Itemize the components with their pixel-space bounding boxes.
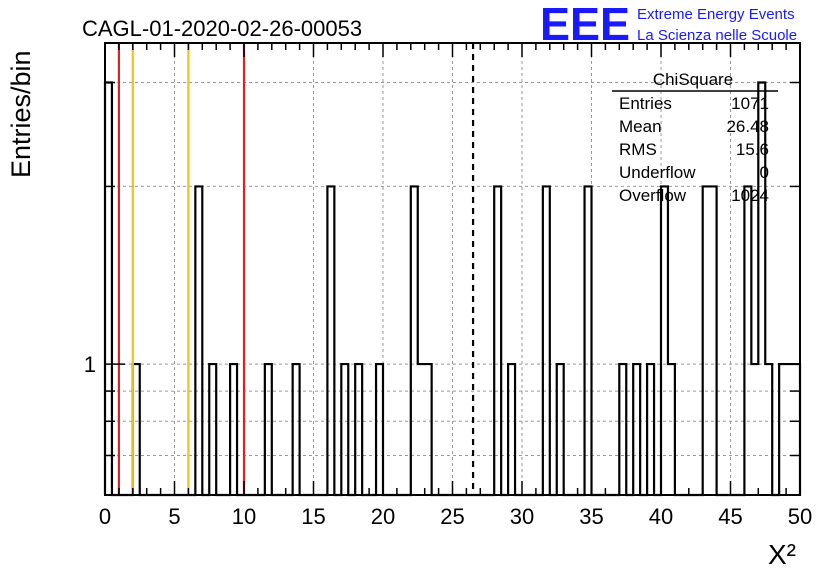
x-tick-label: 25 [440,504,464,529]
x-tick-label: 30 [510,504,534,529]
histogram-bin [341,364,348,495]
histogram-bin [508,364,515,495]
histogram-bin [265,364,272,495]
stats-title: ChiSquare [653,70,733,89]
stats-row-value: 0 [760,163,769,182]
histogram-bin [418,364,425,495]
y-tick-labels: 1 [84,352,96,377]
histogram-bin [793,364,800,495]
histogram-bin [425,364,432,495]
histogram-bin [209,364,216,495]
histogram-bin [668,364,675,495]
histogram-bin [293,364,300,495]
x-tick-label: 10 [232,504,256,529]
x-tick-label: 35 [579,504,603,529]
histogram-bin [765,364,772,495]
histogram-bin [779,364,786,495]
stats-box: ChiSquare Entries 1071 Mean 26.48 RMS 15.6 Und… [612,70,778,205]
stats-row-value: 1024 [731,186,769,205]
stats-row-value: 26.48 [726,117,769,136]
x-tick-label: 50 [788,504,812,529]
stats-row-label: RMS [619,140,657,159]
stats-row-label: Overflow [619,186,687,205]
stats-row-label: Underflow [619,163,696,182]
histogram-bin [751,364,758,495]
stats-row-value: 15.6 [736,140,769,159]
histogram-bin [230,364,237,495]
axis-ticks [104,43,801,495]
x-tick-label: 40 [649,504,673,529]
grid [105,43,800,495]
stats-row-label: Entries [619,94,672,113]
histogram-bin [710,186,717,495]
histogram-bin [585,186,592,495]
histogram-bin [703,186,710,495]
x-tick-label: 5 [168,504,180,529]
x-tick-label: 20 [371,504,395,529]
histogram-bin [744,186,751,495]
x-tick-label: 45 [718,504,742,529]
stats-row-label: Mean [619,117,662,136]
x-axis-label: X² [768,539,796,570]
histogram-bin [661,186,668,495]
stats-rows: Entries 1071 Mean 26.48 RMS 15.6 Underflow 0 Ove… [619,94,769,205]
histogram-bin [195,186,202,495]
eee-logo: EEE [540,0,630,50]
stats-row-value: 1071 [731,94,769,113]
brand-line-2: La Scienza nelle Scuole [637,27,797,44]
histogram-bin [105,83,112,495]
x-tick-label: 15 [301,504,325,529]
brand-line-1: Extreme Energy Events [637,6,795,23]
histogram-bin [376,364,383,495]
histogram-bin [786,364,793,495]
histogram-bin [327,186,334,495]
y-tick-label: 1 [84,352,96,377]
histogram-bin [355,364,362,495]
x-tick-labels: 0 5 10 15 20 25 30 35 40 45 50 [99,504,812,529]
histogram-bin [543,186,550,495]
histogram-bin [633,364,640,495]
histogram-bin [411,186,418,495]
run-title: CAGL-01-2020-02-26-00053 [82,16,362,41]
histogram-bin [494,186,501,495]
histogram-bin [619,364,626,495]
histogram-bin [647,364,654,495]
histogram-bin [557,364,564,495]
y-axis-label: Entries/bin [6,50,36,178]
x-tick-label: 0 [99,504,111,529]
reference-lines [117,43,475,495]
